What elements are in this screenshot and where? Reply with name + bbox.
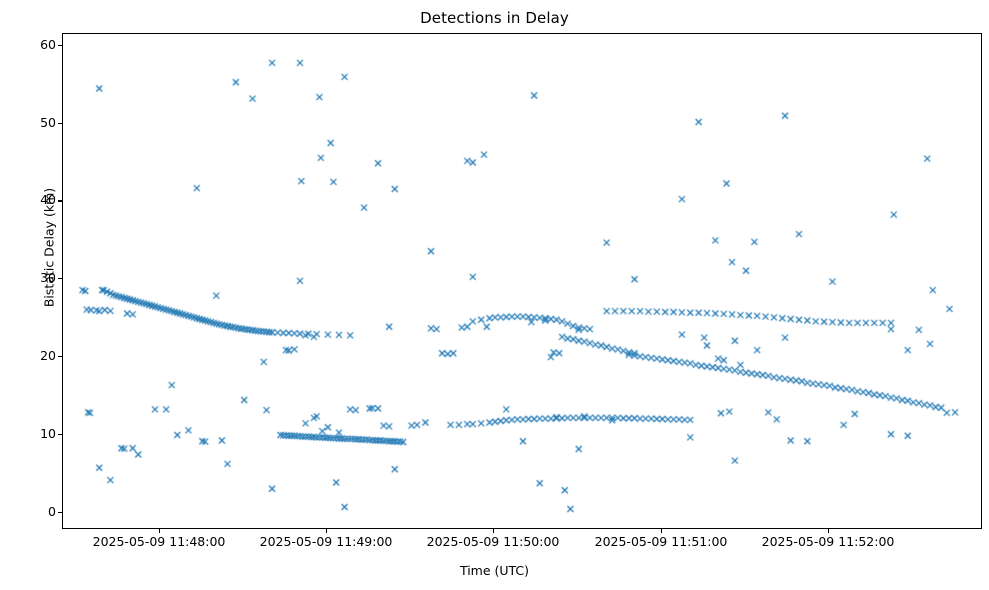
- x-tick-mark: [828, 529, 830, 533]
- y-tick-mark: [58, 122, 62, 124]
- y-tick-mark: [58, 44, 62, 46]
- x-tick-label: 2025-05-09 11:50:00: [426, 534, 560, 549]
- y-tick-mark: [58, 200, 62, 202]
- x-tick-label: 2025-05-09 11:48:00: [92, 534, 226, 549]
- y-tick-mark: [58, 434, 62, 436]
- y-tick-label: 50: [40, 114, 56, 130]
- page-title: Detections in Delay: [420, 9, 569, 27]
- x-tick-label: 2025-05-09 11:51:00: [594, 534, 728, 549]
- plot-area: [62, 33, 982, 529]
- scatter-plot-canvas: [63, 34, 981, 528]
- x-tick-label: 2025-05-09 11:52:00: [761, 534, 895, 549]
- y-tick-mark: [58, 511, 62, 513]
- y-axis-label: Bistatic Delay (km): [41, 187, 57, 308]
- y-tick-mark: [58, 278, 62, 280]
- x-tick-mark: [661, 529, 663, 533]
- y-tick-label: 60: [40, 36, 56, 52]
- x-tick-mark: [493, 529, 495, 533]
- x-tick-label: 2025-05-09 11:49:00: [259, 534, 393, 549]
- y-tick-mark: [58, 356, 62, 358]
- x-axis-label: Time (UTC): [459, 563, 530, 578]
- y-tick-label: 10: [40, 426, 56, 441]
- y-tick-label: 30: [40, 270, 56, 286]
- y-tick-label: 0: [48, 503, 56, 519]
- y-tick-label: 20: [40, 348, 56, 364]
- x-tick-mark: [159, 529, 161, 533]
- x-tick-mark: [326, 529, 328, 533]
- y-tick-label: 40: [40, 192, 56, 208]
